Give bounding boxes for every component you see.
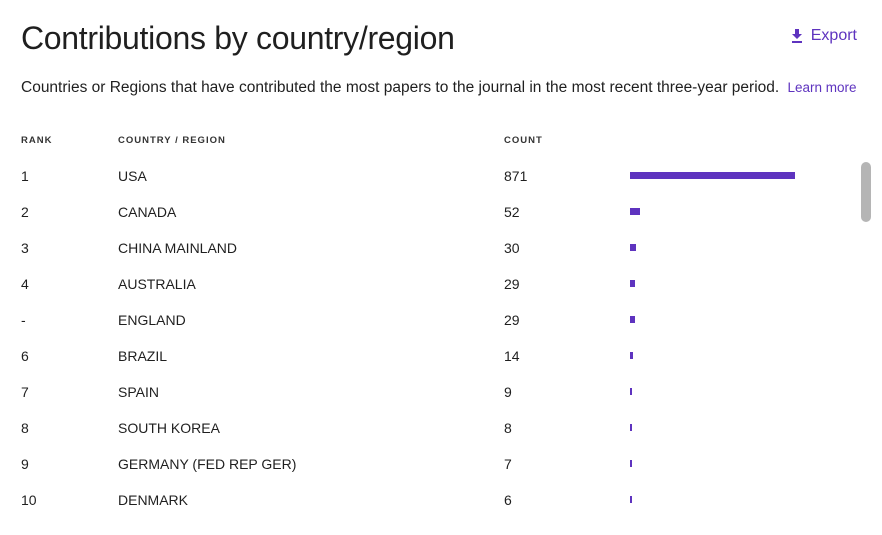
- table-row: 2 CANADA 52: [0, 194, 860, 230]
- rank-cell: 2: [21, 204, 29, 220]
- count-cell: 52: [504, 204, 520, 220]
- country-cell: ENGLAND: [118, 312, 186, 328]
- count-cell: 29: [504, 312, 520, 328]
- table-row: 9 GERMANY (FED REP GER) 7: [0, 446, 860, 482]
- count-bar: [630, 244, 636, 251]
- count-bar: [630, 424, 632, 431]
- count-bar: [630, 388, 632, 395]
- country-cell: SOUTH KOREA: [118, 420, 220, 436]
- description-text: Countries or Regions that have contribut…: [21, 79, 780, 96]
- country-cell: AUSTRALIA: [118, 276, 196, 292]
- rank-cell: 1: [21, 168, 29, 184]
- table-row: 7 SPAIN 9: [0, 374, 860, 410]
- page-title: Contributions by country/region: [21, 20, 455, 56]
- download-icon: [791, 29, 803, 43]
- country-cell: CHINA MAINLAND: [118, 240, 238, 256]
- table-row: 3 CHINA MAINLAND 30: [0, 230, 860, 266]
- count-cell: 9: [504, 384, 512, 400]
- country-cell: DENMARK: [118, 492, 189, 508]
- count-bar: [630, 352, 633, 359]
- count-cell: 29: [504, 276, 520, 292]
- table-row: 1 USA 871: [0, 158, 860, 194]
- count-cell: 7: [504, 456, 512, 472]
- country-table: 1 USA 871 2 CANADA 52 3 CHINA MAINLAND 30 4 AUSTRA…: [0, 158, 860, 518]
- count-bar: [630, 496, 632, 503]
- country-cell: SPAIN: [118, 384, 159, 400]
- table-row: 10 DENMARK 6: [0, 482, 860, 518]
- count-bar: [630, 280, 635, 287]
- header: Contributions by country/region Export: [21, 20, 861, 64]
- count-bar: [630, 316, 635, 323]
- column-header-rank: RANK: [21, 135, 53, 146]
- count-cell: 30: [504, 240, 520, 256]
- rank-cell: 10: [21, 492, 37, 508]
- count-cell: 8: [504, 420, 512, 436]
- rank-cell: -: [21, 312, 26, 328]
- table-row: - ENGLAND 29: [0, 302, 860, 338]
- rank-cell: 8: [21, 420, 29, 436]
- count-bar: [630, 460, 632, 467]
- count-bar: [630, 208, 640, 215]
- rank-cell: 3: [21, 240, 29, 256]
- count-bar: [630, 172, 795, 179]
- column-header-country: COUNTRY / REGION: [118, 135, 226, 146]
- table-row: 8 SOUTH KOREA 8: [0, 410, 860, 446]
- country-cell: GERMANY (FED REP GER): [118, 456, 297, 472]
- table-row: 6 BRAZIL 14: [0, 338, 860, 374]
- description: Countries or Regions that have contribut…: [21, 79, 857, 97]
- country-cell: USA: [118, 168, 147, 184]
- rank-cell: 7: [21, 384, 29, 400]
- export-label: Export: [810, 27, 857, 44]
- column-header-count: COUNT: [504, 135, 543, 146]
- table-row: 4 AUSTRALIA 29: [0, 266, 860, 302]
- country-cell: BRAZIL: [118, 348, 168, 364]
- rank-cell: 9: [21, 456, 29, 472]
- count-cell: 871: [504, 168, 528, 184]
- count-cell: 14: [504, 348, 520, 364]
- rank-cell: 6: [21, 348, 29, 364]
- scrollbar[interactable]: [861, 162, 871, 222]
- country-cell: CANADA: [118, 204, 177, 220]
- learn-more-link[interactable]: Learn more: [787, 80, 857, 95]
- count-cell: 6: [504, 492, 512, 508]
- export-button[interactable]: Export: [791, 27, 857, 45]
- rank-cell: 4: [21, 276, 29, 292]
